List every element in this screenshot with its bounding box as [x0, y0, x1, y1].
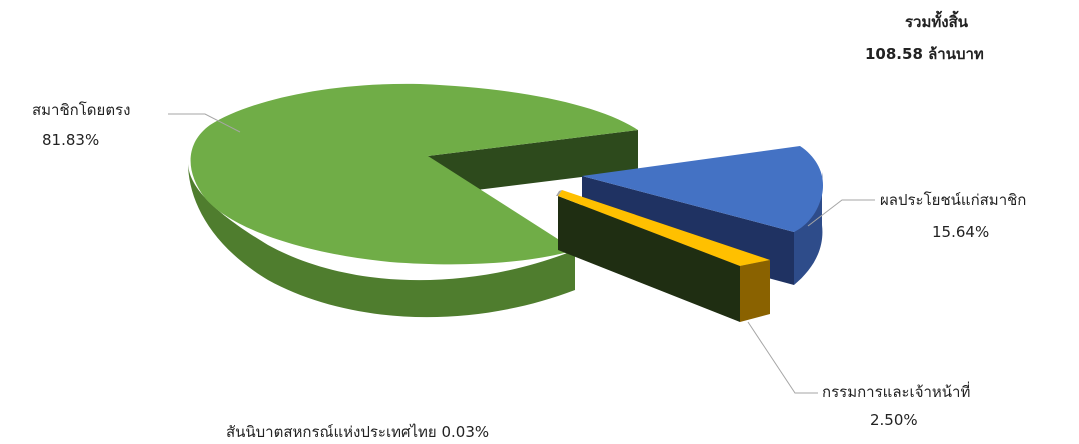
leader-line-direct-members	[168, 113, 241, 133]
slice-staff-wall-outer	[740, 260, 770, 322]
label-member-benefits-value: 15.64%	[932, 223, 990, 241]
label-league: สันนิบาตสหกรณ์แห่งประเทศไทย 0.03%	[226, 420, 489, 444]
slice-member-benefits-top	[582, 146, 824, 232]
total-value: 108.58 ล้านบาท	[865, 45, 984, 63]
slice-staff-wall-inner	[558, 196, 740, 322]
slice-staff-top	[558, 190, 770, 266]
label-direct-members-name: สมาชิกโดยตรง	[32, 101, 131, 119]
label-direct-members-value: 81.83%	[42, 131, 100, 149]
slice-direct-members-wall-cut	[428, 130, 638, 196]
label-staff-value: 2.50%	[870, 411, 918, 429]
label-member-benefits-name: ผลประโยชน์แก่สมาชิก	[880, 191, 1027, 209]
slice-direct-members-wall-outer	[188, 162, 575, 318]
leader-line-staff	[747, 321, 818, 394]
label-staff-name: กรรมการและเจ้าหน้าที่	[822, 383, 971, 401]
slice-member-benefits-wall-outer	[794, 172, 823, 285]
label-league-name: สันนิบาตสหกรณ์แห่งประเทศไทย	[226, 423, 437, 441]
label-league-value: 0.03%	[441, 423, 490, 441]
slice-direct-members-top	[190, 83, 638, 265]
total-label: รวมทั้งสิ้น	[905, 13, 968, 31]
leader-line-member-benefits	[807, 199, 875, 227]
slice-league-top	[556, 190, 562, 196]
